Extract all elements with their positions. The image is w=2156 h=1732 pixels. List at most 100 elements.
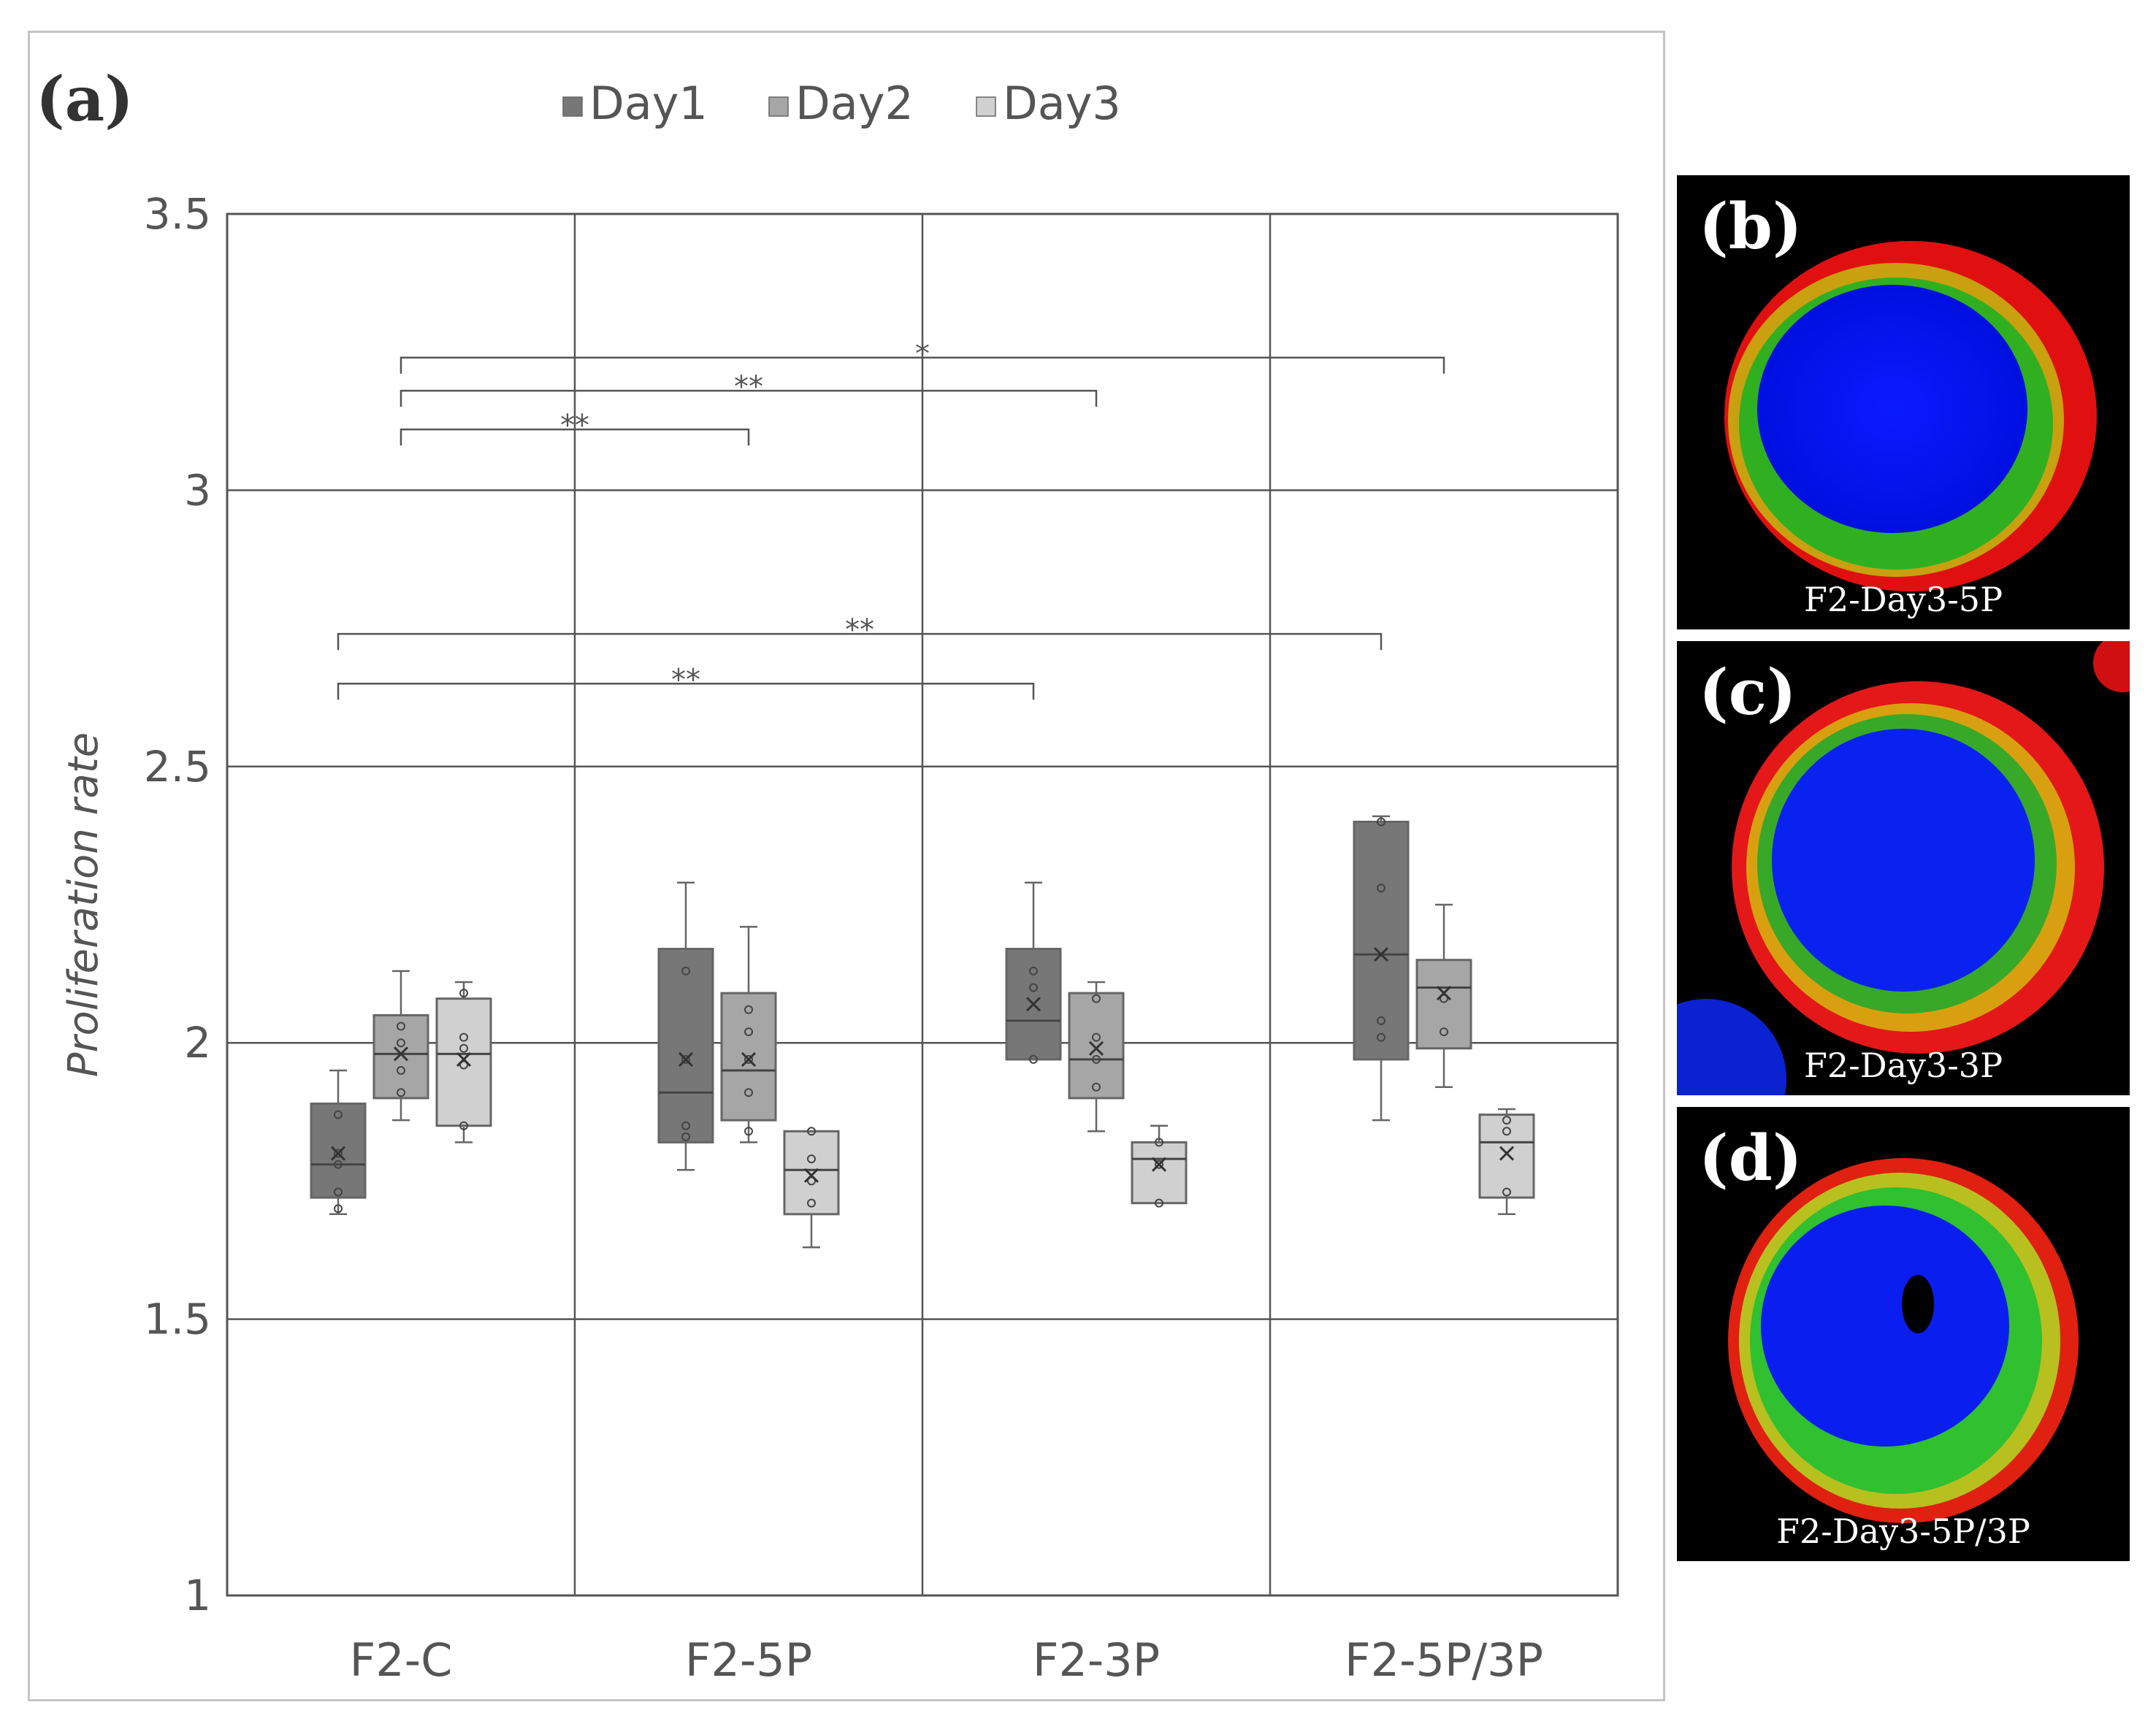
significance-label: ** bbox=[734, 370, 763, 404]
box-day3 bbox=[783, 1130, 840, 1216]
y-tick-label: 1 bbox=[184, 1571, 211, 1620]
cell-image-c bbox=[1677, 641, 2130, 1095]
data-point bbox=[1092, 1032, 1101, 1042]
data-point bbox=[1377, 1016, 1385, 1025]
box-day1 bbox=[1353, 820, 1410, 1061]
data-point bbox=[1155, 1198, 1163, 1208]
data-point bbox=[807, 1176, 816, 1186]
image-caption-b: F2-Day3-5P bbox=[1803, 580, 2003, 619]
data-point bbox=[459, 989, 468, 998]
data-point bbox=[1377, 817, 1385, 827]
data-point bbox=[334, 1160, 343, 1169]
data-point bbox=[459, 1060, 468, 1070]
significance-label: ** bbox=[671, 663, 700, 697]
significance-bracket bbox=[400, 389, 1098, 407]
data-point bbox=[744, 1005, 753, 1014]
box-day3 bbox=[435, 997, 492, 1127]
mean-marker bbox=[803, 1168, 819, 1183]
mean-marker bbox=[1151, 1157, 1167, 1172]
data-point bbox=[334, 1204, 343, 1214]
data-point bbox=[397, 1066, 405, 1076]
data-point bbox=[397, 1088, 405, 1097]
panel-label-a: (a) bbox=[36, 63, 134, 135]
data-point bbox=[1502, 1127, 1511, 1136]
data-point bbox=[1502, 1187, 1511, 1197]
x-tick-label: F2-C bbox=[350, 1633, 453, 1687]
cell-image-d bbox=[1728, 1158, 2079, 1523]
data-point bbox=[1029, 966, 1038, 976]
significance-label: * bbox=[915, 337, 930, 371]
significance-bracket bbox=[337, 632, 1383, 651]
data-point bbox=[1377, 1032, 1385, 1042]
significance-bracket bbox=[400, 428, 750, 446]
data-point bbox=[334, 1110, 343, 1119]
data-point bbox=[1155, 1138, 1163, 1147]
box-day2 bbox=[1415, 959, 1472, 1050]
y-tick-label: 3.5 bbox=[144, 189, 211, 239]
data-point bbox=[397, 1022, 405, 1031]
box-day3 bbox=[1478, 1114, 1535, 1199]
image-caption-d: F2-Day3-5P/3P bbox=[1776, 1511, 2030, 1551]
data-point bbox=[1092, 1082, 1101, 1092]
y-axis-label: Proliferation rate bbox=[60, 732, 107, 1078]
x-tick-label: F2-3P bbox=[1033, 1633, 1160, 1687]
mean-marker bbox=[1373, 947, 1389, 962]
mean-marker bbox=[678, 1051, 694, 1067]
data-point bbox=[334, 1187, 343, 1197]
box-day1 bbox=[310, 1102, 367, 1199]
significance-bracket bbox=[337, 683, 1035, 700]
box-plot-chart: (a) 1 1.5 2 2.5 3 3.5 F2-C F2-5P F2-3P F2-5P/3P Pro… bbox=[36, 63, 1619, 1687]
x-tick-label: F2-5P/3P bbox=[1345, 1633, 1543, 1687]
data-point bbox=[1029, 1054, 1038, 1064]
data-point bbox=[1155, 1160, 1163, 1169]
data-point bbox=[334, 1149, 343, 1158]
data-point bbox=[681, 1121, 690, 1130]
panel-label-d: (d) bbox=[1699, 1122, 1803, 1195]
mean-marker bbox=[1088, 1041, 1104, 1056]
data-point bbox=[459, 1032, 468, 1042]
legend-label: Day3 bbox=[1003, 77, 1121, 130]
box-day2 bbox=[372, 1013, 429, 1100]
data-point bbox=[681, 966, 690, 976]
data-point bbox=[459, 1043, 468, 1053]
mean-marker bbox=[330, 1146, 346, 1161]
legend-swatch bbox=[768, 96, 789, 117]
data-point bbox=[1502, 1116, 1511, 1125]
data-point bbox=[744, 1027, 753, 1037]
data-point bbox=[1440, 1027, 1448, 1037]
panel-label-b: (b) bbox=[1699, 190, 1803, 264]
x-tick-label: F2-5P bbox=[685, 1633, 812, 1687]
mean-marker bbox=[1499, 1146, 1515, 1161]
micrograph-c: (c) F2-Day3-3P bbox=[1677, 641, 2130, 1095]
significance-label: ** bbox=[560, 409, 589, 442]
data-point bbox=[1440, 994, 1448, 1003]
cell-image-b bbox=[1724, 241, 2097, 591]
box-day1 bbox=[657, 948, 714, 1143]
data-point bbox=[807, 1198, 816, 1208]
mean-marker bbox=[393, 1046, 409, 1062]
data-point bbox=[807, 1127, 816, 1136]
legend-label: Day2 bbox=[795, 77, 914, 130]
image-caption-c: F2-Day3-3P bbox=[1803, 1046, 2003, 1085]
data-point bbox=[807, 1154, 816, 1164]
y-tick-label: 2.5 bbox=[144, 742, 211, 792]
legend-label: Day1 bbox=[589, 77, 708, 130]
significance-bracket bbox=[400, 356, 1445, 374]
micrograph-d: (d) F2-Day3-5P/3P bbox=[1677, 1107, 2130, 1561]
data-point bbox=[1092, 1054, 1101, 1064]
chart-panel: (a) 1 1.5 2 2.5 3 3.5 F2-C F2-5P F2-3P F2-5P/3P Pro… bbox=[28, 31, 1665, 1701]
mean-marker bbox=[741, 1051, 757, 1067]
data-point bbox=[681, 1054, 690, 1064]
box-day2 bbox=[720, 992, 777, 1122]
legend-swatch bbox=[562, 96, 583, 117]
data-point bbox=[744, 1127, 753, 1136]
data-point bbox=[744, 1054, 753, 1064]
y-tick-label: 3 bbox=[184, 465, 211, 515]
box-day2 bbox=[1068, 992, 1125, 1100]
data-point bbox=[744, 1088, 753, 1097]
panel-label-c: (c) bbox=[1699, 656, 1797, 729]
data-point bbox=[397, 1038, 405, 1048]
micrograph-b: (b) F2-Day3-5P bbox=[1677, 175, 2130, 629]
data-point bbox=[1377, 884, 1385, 893]
data-point bbox=[681, 1132, 690, 1141]
